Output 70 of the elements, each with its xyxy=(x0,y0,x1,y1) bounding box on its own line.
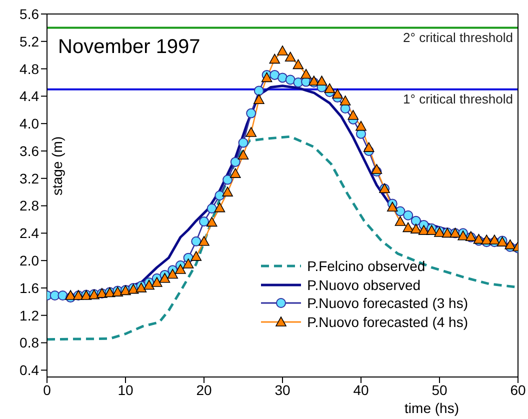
point xyxy=(340,96,351,106)
point xyxy=(481,234,492,244)
point xyxy=(348,110,359,120)
x-tick-label: 60 xyxy=(510,382,526,398)
y-tick-label: 2.0 xyxy=(20,252,40,269)
point xyxy=(230,168,241,178)
point xyxy=(277,46,288,56)
y-tick-label: 4.8 xyxy=(20,60,40,77)
point xyxy=(175,264,186,274)
point xyxy=(300,68,312,79)
x-tick-label: 50 xyxy=(432,382,448,398)
point xyxy=(261,72,272,82)
point xyxy=(65,290,76,300)
point xyxy=(182,258,194,268)
point xyxy=(356,120,366,131)
annotation: November 1997 xyxy=(58,36,200,59)
x-tick-label: 30 xyxy=(274,382,290,398)
point xyxy=(371,164,382,174)
y-tick-label: 5.6 xyxy=(20,6,40,22)
point xyxy=(159,272,170,283)
point xyxy=(316,76,328,86)
y-tick-label: 1.2 xyxy=(20,307,40,324)
x-tick-label: 20 xyxy=(196,382,212,398)
x-tick-label: 10 xyxy=(118,382,134,398)
y-tick-label: 2.8 xyxy=(20,198,40,214)
y-tick-label: 3.6 xyxy=(20,142,40,159)
legend-label: P.Nuovo forecasted (3 hs) xyxy=(307,295,468,312)
point xyxy=(284,52,296,62)
point xyxy=(206,216,218,227)
point xyxy=(152,277,162,287)
point xyxy=(198,236,210,246)
ref-line-label: 2° critical threshold xyxy=(403,30,513,45)
point xyxy=(402,222,414,232)
point xyxy=(144,280,154,290)
legend-label: P.Felcino observed xyxy=(307,258,426,274)
ref-line-label: 1° critical threshold xyxy=(403,92,513,107)
point xyxy=(489,234,500,244)
point xyxy=(504,239,516,250)
y-tick-label: 5.2 xyxy=(20,33,40,50)
point xyxy=(246,127,256,137)
y-tick-label: 0.8 xyxy=(20,334,40,351)
point xyxy=(410,224,422,234)
legend-label: P.Nuovo forecasted (4 hs) xyxy=(307,314,468,330)
y-tick-label: 1.6 xyxy=(20,280,40,296)
point xyxy=(167,268,178,279)
point xyxy=(363,142,374,152)
point xyxy=(394,216,406,226)
y-tick-label: 0.4 xyxy=(20,362,40,378)
x-axis-title: time (hs) xyxy=(404,400,459,416)
y-tick-label: 2.4 xyxy=(20,225,40,242)
x-tick-label: 0 xyxy=(43,382,52,398)
point xyxy=(332,88,343,99)
point xyxy=(292,59,304,70)
point xyxy=(238,150,249,160)
y-axis-title: stage (m) xyxy=(48,136,65,196)
y-tick-label: 4.4 xyxy=(20,88,40,104)
point xyxy=(222,186,233,196)
y-tick-label: 4.0 xyxy=(20,116,40,132)
legend-label: P.Nuovo observed xyxy=(307,276,421,293)
y-tick-label: 3.2 xyxy=(20,170,40,186)
point xyxy=(418,225,430,235)
point xyxy=(214,202,226,212)
point xyxy=(190,251,202,261)
line-series xyxy=(47,135,518,341)
x-tick-label: 40 xyxy=(353,382,369,398)
point xyxy=(387,202,398,212)
point xyxy=(324,83,335,94)
point xyxy=(254,94,264,104)
point xyxy=(458,230,468,240)
point xyxy=(269,54,280,64)
